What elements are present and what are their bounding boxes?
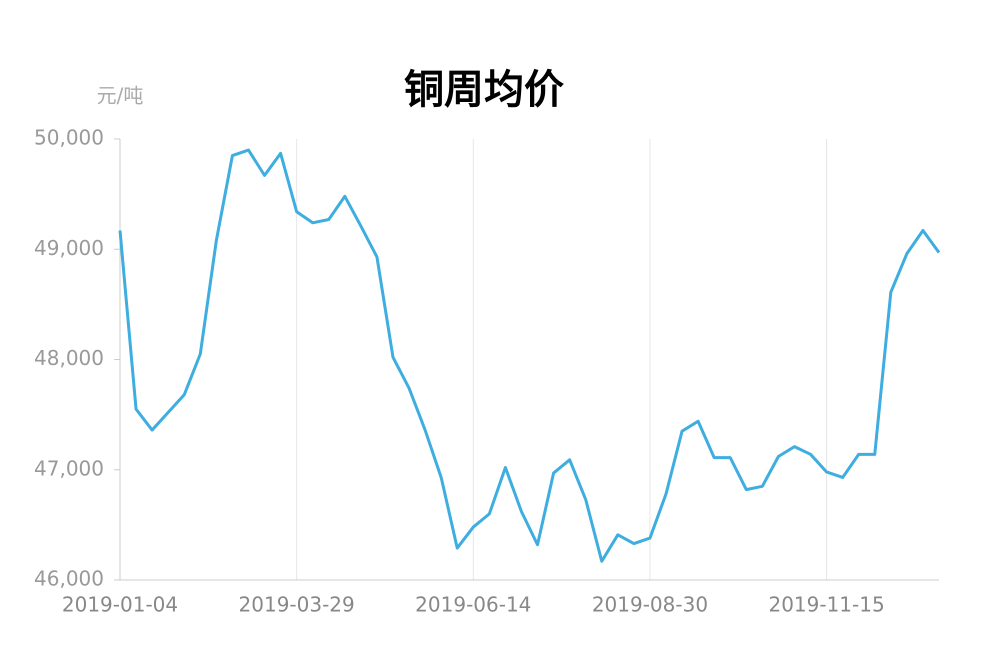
x-tick-label: 2019-01-04: [62, 593, 178, 617]
y-tick-label: 50,000: [34, 126, 104, 150]
y-axis-label: 元/吨: [97, 84, 144, 108]
chart-title: 铜周均价: [404, 67, 564, 113]
y-tick-label: 46,000: [34, 567, 104, 591]
x-tick-label: 2019-06-14: [415, 593, 531, 617]
x-tick-label: 2019-11-15: [768, 593, 884, 617]
x-tick-label: 2019-08-30: [592, 593, 708, 617]
y-tick-label: 48,000: [34, 346, 104, 370]
line: [118, 148, 941, 563]
x-tick-label: 2019-03-29: [239, 593, 355, 617]
y-tick-label: 49,000: [34, 236, 104, 260]
y-tick-label: 47,000: [34, 456, 104, 480]
